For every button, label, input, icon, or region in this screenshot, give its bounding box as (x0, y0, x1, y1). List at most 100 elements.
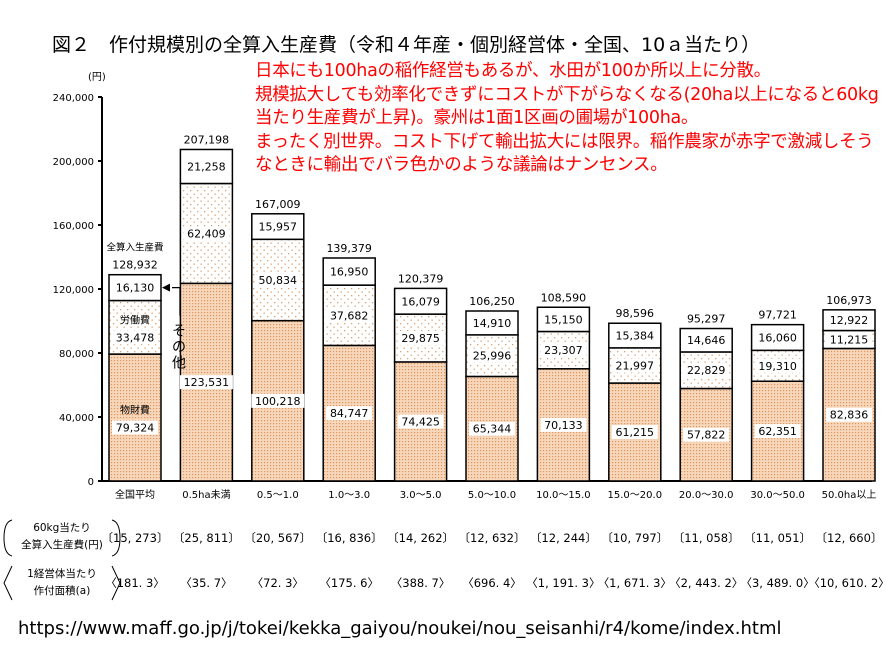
labor-cost-segment (108, 299, 162, 355)
category-label: 50.0ha以上 (822, 489, 877, 501)
y-tick-label: 200,000 (53, 157, 94, 168)
data-label-bg (112, 280, 158, 295)
row1-label: 60kg当たり (33, 521, 91, 534)
data-label: 14,910 (473, 317, 512, 330)
data-label: 33,478 (116, 331, 155, 344)
data-label-bg (179, 375, 233, 390)
series-label-material: 物財費 (120, 404, 150, 417)
data-label: 84,747 (330, 407, 369, 420)
data-label-bg (683, 363, 730, 378)
total-label: 97,721 (758, 309, 797, 322)
data-label-bg (397, 414, 444, 429)
cost-per-60kg-value: 〔12, 244〕 (530, 531, 597, 545)
area-per-farm-value: 〈175. 6〉 (319, 576, 379, 590)
data-label-bg (183, 159, 230, 174)
data-label-bg (540, 312, 587, 327)
y-axis-unit: (円) (88, 72, 106, 83)
data-label-bg (826, 313, 872, 328)
data-label: 21,997 (616, 359, 655, 372)
y-tick-label: 0 (88, 477, 94, 488)
data-label: 15,957 (259, 221, 298, 234)
category-label: 0.5ha未満 (182, 489, 230, 501)
data-label-bg (469, 348, 515, 363)
data-label: 25,996 (473, 350, 512, 363)
total-label: 95,297 (687, 313, 726, 326)
data-label-bg (397, 331, 444, 346)
y-tick-label: 40,000 (59, 413, 94, 424)
data-label: 70,133 (544, 419, 583, 432)
cost-per-60kg-value: 〔15, 273〕 (102, 531, 169, 545)
category-label: 20.0～30.0 (679, 490, 734, 501)
data-label-bg (112, 420, 158, 435)
cost-per-60kg-value: 〔10, 797〕 (601, 531, 668, 545)
data-label: 50,834 (259, 274, 298, 287)
data-label: 16,060 (758, 331, 797, 344)
total-label: 108,590 (541, 291, 587, 304)
data-label: 62,351 (758, 425, 797, 438)
data-label-bg (826, 332, 872, 347)
total-label: 98,596 (616, 307, 655, 320)
cost-per-60kg-value: 〔12, 660〕 (816, 531, 883, 545)
cost-per-60kg-value: 〔12, 632〕 (459, 531, 526, 545)
row2-bracket-right (111, 565, 121, 601)
y-tick-label: 240,000 (53, 93, 94, 104)
cost-per-60kg-value: 〔11, 058〕 (673, 531, 740, 545)
area-per-farm-value: 〈696. 4〉 (462, 576, 522, 590)
data-label-bg (397, 294, 444, 309)
category-label: 3.0～5.0 (400, 490, 442, 501)
data-label: 79,324 (116, 422, 155, 435)
data-label-bg (754, 424, 801, 439)
material-cost-segment (108, 353, 162, 482)
total-label: 139,379 (326, 242, 372, 255)
other-annotation-char: の (172, 340, 186, 356)
data-label: 15,150 (544, 313, 583, 326)
data-label: 61,215 (616, 426, 655, 439)
data-label: 62,409 (187, 227, 226, 240)
total-label: 207,198 (184, 133, 230, 146)
data-label-bg (254, 272, 301, 287)
category-label: 10.0～15.0 (536, 490, 591, 501)
data-label-bg (540, 343, 587, 358)
data-label: 16,950 (330, 266, 369, 279)
data-label-bg (469, 421, 515, 436)
source-url[interactable]: https://www.maff.go.jp/j/tokei/kekka_gai… (18, 618, 782, 639)
other-arrow-head (162, 283, 170, 292)
area-per-farm-value: 〈1, 191. 3〉 (526, 576, 600, 590)
area-per-farm-value: 〈2, 443. 2〉 (669, 576, 743, 590)
total-label: 106,250 (469, 295, 515, 308)
category-label: 0.5～1.0 (257, 490, 299, 501)
category-label: 1.0～3.0 (328, 490, 370, 501)
category-label: 5.0～10.0 (468, 490, 516, 501)
category-label: 30.0～50.0 (750, 490, 805, 501)
data-label: 19,310 (758, 360, 797, 373)
data-label: 29,875 (401, 332, 440, 345)
data-label-bg (826, 407, 872, 422)
data-label: 16,079 (401, 295, 440, 308)
data-label-bg (540, 417, 587, 432)
data-label: 100,218 (255, 395, 301, 408)
cost-per-60kg-value: 〔20, 567〕 (244, 531, 311, 545)
row2-label: 1経営体当たり (27, 567, 97, 580)
other-arrow-line (172, 286, 181, 316)
total-label: 120,379 (398, 272, 444, 285)
data-label-bg (469, 315, 515, 330)
data-label: 22,829 (687, 364, 726, 377)
data-label: 37,682 (330, 309, 369, 322)
series-label-labor: 労働費 (120, 313, 150, 326)
data-label: 74,425 (401, 415, 440, 428)
data-label: 15,384 (616, 330, 655, 343)
total-label: 128,932 (112, 259, 158, 272)
cost-per-60kg-value: 〔16, 836〕 (316, 531, 383, 545)
data-label: 82,836 (830, 409, 869, 422)
area-per-farm-value: 〈72. 3〉 (252, 576, 304, 590)
area-per-farm-value: 〈181. 3〉 (105, 576, 165, 590)
data-label: 14,646 (687, 334, 726, 347)
data-label-bg (683, 333, 730, 348)
data-label-bg (326, 264, 373, 279)
total-label: 167,009 (255, 198, 301, 211)
data-label: 16,130 (116, 282, 155, 295)
data-label: 11,215 (830, 333, 869, 346)
y-tick-label: 160,000 (53, 221, 94, 232)
